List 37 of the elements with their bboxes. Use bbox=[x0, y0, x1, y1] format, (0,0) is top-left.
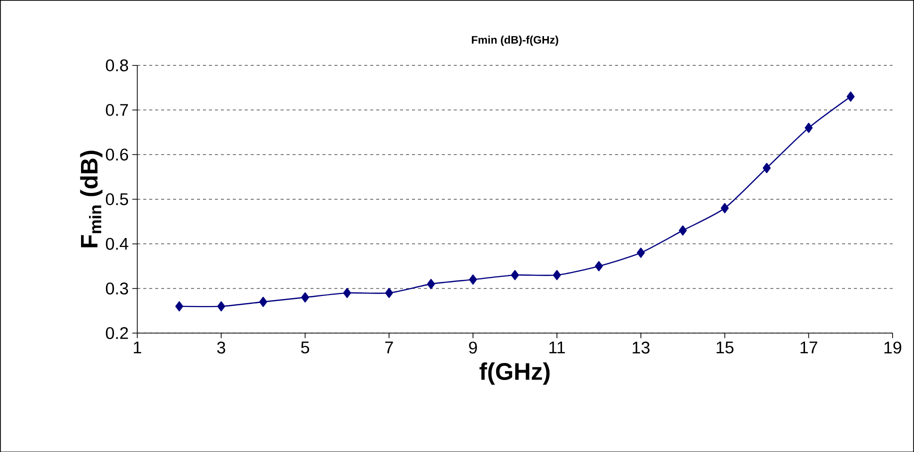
x-tick-label: 17 bbox=[800, 341, 818, 354]
x-axis-title: f(GHz) bbox=[480, 362, 550, 385]
point bbox=[469, 274, 477, 284]
point bbox=[846, 91, 855, 102]
x-tick-label: 15 bbox=[716, 341, 734, 354]
y-tick-label: 0.7 bbox=[106, 104, 128, 116]
y-tick-label: 0.2 bbox=[106, 326, 128, 339]
point bbox=[385, 288, 394, 298]
x-tick-label: 7 bbox=[385, 341, 393, 354]
x-tick-label: 19 bbox=[884, 341, 902, 354]
y-tick-label: 0.8 bbox=[106, 59, 128, 72]
x-tick-label: 1 bbox=[134, 341, 142, 354]
y-tick-label: 0.5 bbox=[106, 193, 128, 206]
point bbox=[720, 202, 729, 214]
point bbox=[427, 278, 435, 289]
point bbox=[343, 288, 352, 298]
point bbox=[259, 296, 268, 307]
x-tick-label: 5 bbox=[301, 341, 310, 354]
point bbox=[510, 270, 519, 280]
point bbox=[552, 270, 561, 280]
y-axis-title: F$_{min}$ (dB) bbox=[80, 150, 102, 248]
y-tick-label: 0.4 bbox=[106, 238, 128, 250]
point bbox=[678, 225, 687, 236]
x-tick-label: 9 bbox=[469, 341, 477, 354]
point bbox=[175, 301, 184, 312]
point bbox=[762, 162, 771, 173]
point bbox=[594, 260, 603, 272]
point bbox=[636, 248, 645, 258]
x-tick-label: 13 bbox=[632, 341, 650, 354]
point bbox=[804, 122, 813, 133]
x-tick-label: 11 bbox=[549, 341, 565, 354]
x-tick-label: 3 bbox=[217, 341, 226, 354]
chart-title: Fmin (dB)-f(GHz) bbox=[472, 35, 558, 46]
point bbox=[301, 292, 310, 302]
point bbox=[217, 301, 226, 312]
y-tick-label: 0.6 bbox=[106, 148, 128, 160]
y-tick-label: 0.3 bbox=[106, 282, 128, 294]
